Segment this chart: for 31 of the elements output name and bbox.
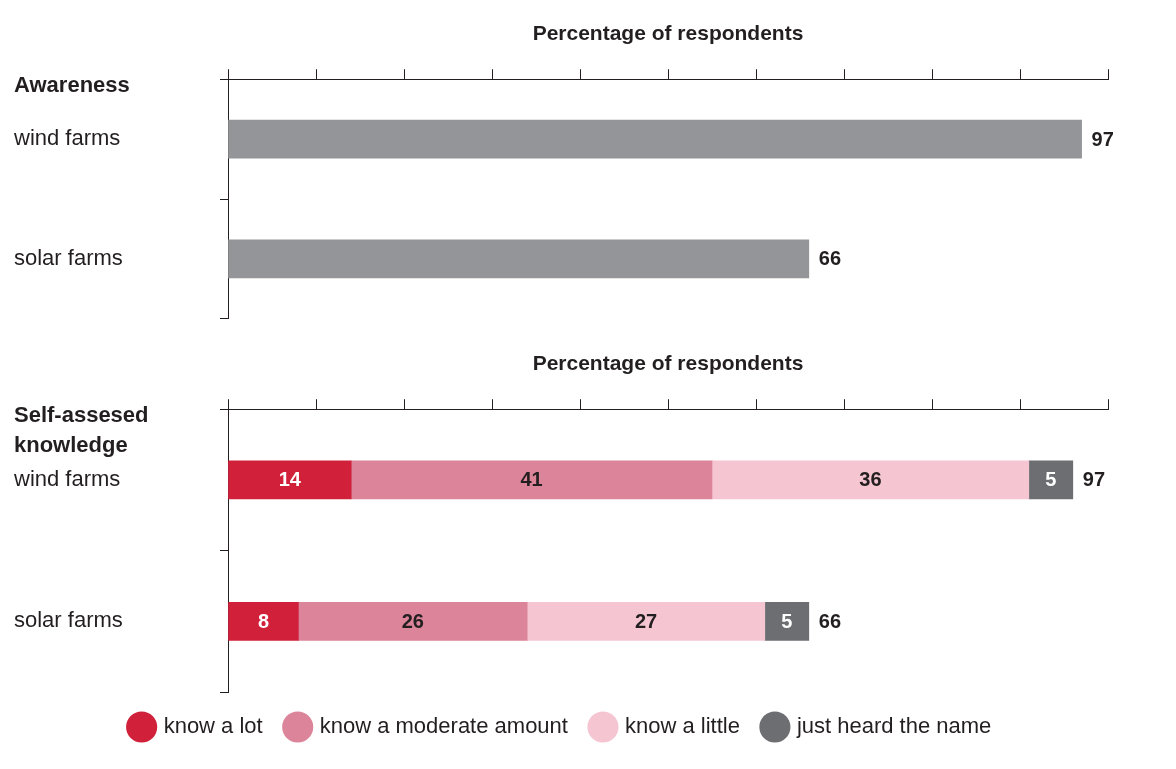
legend-label: know a moderate amount (319, 713, 568, 739)
data-label: 66 (818, 247, 842, 270)
y-tick-label: wind farms (13, 125, 121, 151)
bar (711, 460, 1030, 500)
y-tick-label: solar farms (14, 244, 123, 270)
legend-label: know a little (624, 713, 740, 739)
bar (228, 460, 352, 500)
bar (1028, 460, 1074, 500)
data-label: 26 (401, 609, 424, 632)
bar (526, 601, 766, 641)
data-label: 8 (257, 609, 270, 632)
total-label: 97 (1082, 468, 1106, 491)
bar (350, 460, 713, 500)
y-tick-label: solar farms (14, 607, 123, 633)
bar (764, 601, 810, 641)
bar (298, 601, 528, 641)
data-label: 14 (278, 468, 302, 491)
y-tick-label: wind farms (13, 465, 121, 491)
x-axis-title: Percentage of respondents (532, 351, 804, 375)
legend-label: just heard the name (795, 713, 992, 739)
bar (228, 601, 299, 641)
data-label: 5 (1045, 468, 1057, 491)
x-axis-title: Percentage of respondents (532, 21, 804, 45)
data-label: 5 (781, 609, 793, 632)
chart-title: Awareness (14, 70, 184, 100)
data-label: 27 (634, 609, 658, 632)
total-label: 66 (818, 609, 842, 632)
legend-label: know a lot (163, 713, 263, 739)
data-label: 97 (1091, 127, 1114, 150)
data-label: 36 (859, 468, 882, 491)
data-label: 41 (520, 468, 543, 491)
